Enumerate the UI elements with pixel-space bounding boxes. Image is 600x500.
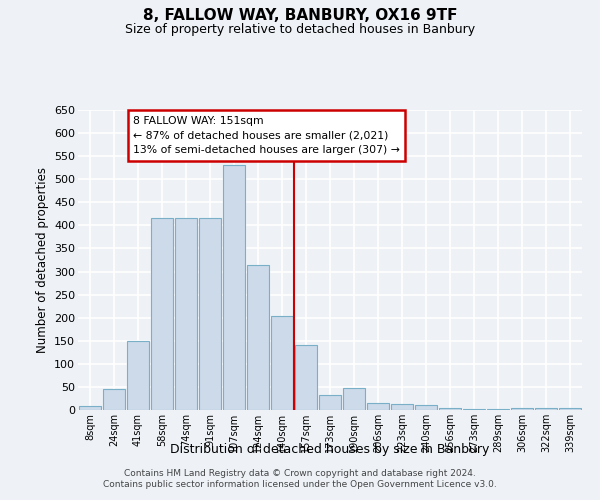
Text: Contains HM Land Registry data © Crown copyright and database right 2024.: Contains HM Land Registry data © Crown c… xyxy=(124,468,476,477)
Bar xyxy=(271,316,293,410)
Text: Contains public sector information licensed under the Open Government Licence v3: Contains public sector information licen… xyxy=(103,480,497,489)
Text: Size of property relative to detached houses in Banbury: Size of property relative to detached ho… xyxy=(125,22,475,36)
Bar xyxy=(535,408,557,410)
Bar xyxy=(367,403,389,410)
Bar xyxy=(79,406,101,410)
Bar xyxy=(103,389,125,410)
Text: Distribution of detached houses by size in Banbury: Distribution of detached houses by size … xyxy=(170,442,490,456)
Bar xyxy=(343,388,365,410)
Bar xyxy=(319,395,341,410)
Bar xyxy=(127,341,149,410)
Bar xyxy=(439,408,461,410)
Bar xyxy=(391,404,413,410)
Bar xyxy=(463,408,485,410)
Bar xyxy=(175,218,197,410)
Text: 8, FALLOW WAY, BANBURY, OX16 9TF: 8, FALLOW WAY, BANBURY, OX16 9TF xyxy=(143,8,457,22)
Bar xyxy=(559,408,581,410)
Bar xyxy=(151,218,173,410)
Bar xyxy=(223,166,245,410)
Y-axis label: Number of detached properties: Number of detached properties xyxy=(35,167,49,353)
Bar xyxy=(247,264,269,410)
Text: 8 FALLOW WAY: 151sqm
← 87% of detached houses are smaller (2,021)
13% of semi-de: 8 FALLOW WAY: 151sqm ← 87% of detached h… xyxy=(133,116,400,155)
Bar xyxy=(415,406,437,410)
Bar xyxy=(199,218,221,410)
Bar xyxy=(487,408,509,410)
Bar xyxy=(295,345,317,410)
Bar xyxy=(511,408,533,410)
